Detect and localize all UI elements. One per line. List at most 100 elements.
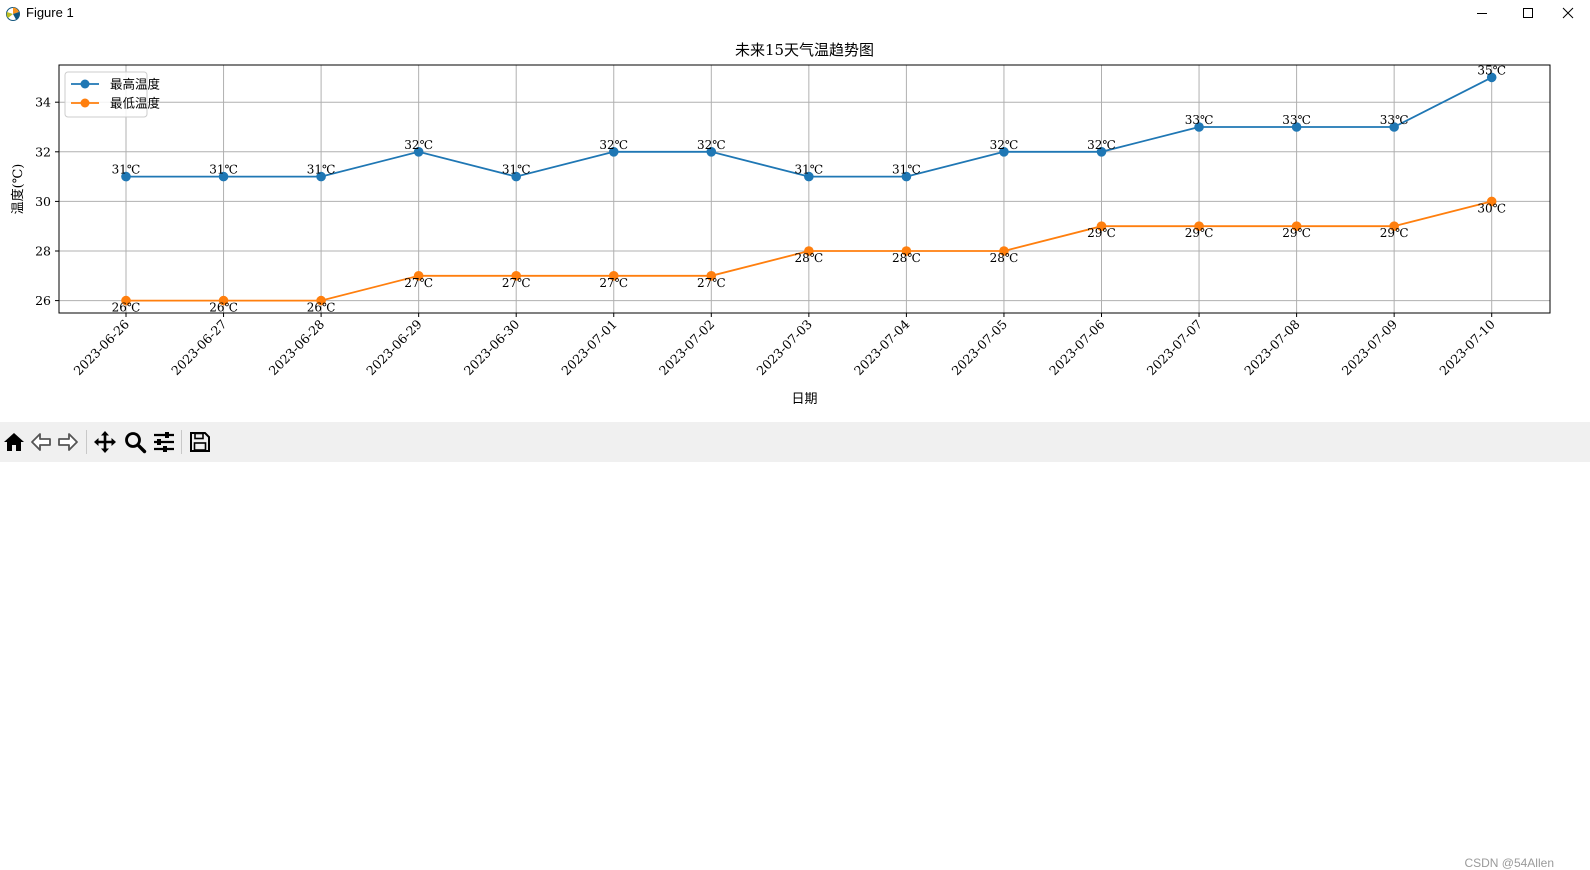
maximize-button[interactable] bbox=[1505, 0, 1551, 26]
legend-entry-high: 最高温度 bbox=[71, 77, 161, 92]
maximize-icon bbox=[1523, 8, 1533, 18]
data-label-low: 27℃ bbox=[502, 276, 531, 290]
data-point-high bbox=[413, 147, 424, 157]
data-point-high bbox=[1486, 72, 1497, 83]
data-point-high bbox=[1389, 122, 1399, 132]
data-label-low: 30℃ bbox=[1477, 201, 1506, 215]
x-tick-label: 2023-06-27 bbox=[168, 316, 230, 378]
axes: 26 28 30 32 34 2023-06-26 2023-06-27 2023-06-28… bbox=[35, 95, 1498, 378]
data-label-low: 29℃ bbox=[1087, 226, 1116, 240]
x-tick-label: 2023-07-04 bbox=[851, 316, 913, 378]
legend-label-high: 最高温度 bbox=[110, 77, 161, 92]
home-button[interactable] bbox=[0, 428, 28, 456]
navigation-toolbar: CSDN @54Allen bbox=[0, 422, 1590, 870]
data-point-high bbox=[706, 147, 717, 157]
data-label-low: 26℃ bbox=[307, 301, 336, 315]
data-label-high: 33℃ bbox=[1282, 113, 1311, 127]
data-label-high: 32℃ bbox=[599, 138, 628, 152]
data-label-low: 26℃ bbox=[209, 301, 238, 315]
y-tick-label: 34 bbox=[35, 95, 51, 110]
data-point-high bbox=[999, 147, 1009, 157]
data-point-low bbox=[316, 295, 326, 306]
data-point-high bbox=[608, 147, 619, 157]
legend-label-low: 最低温度 bbox=[110, 96, 161, 111]
close-button[interactable] bbox=[1545, 0, 1590, 26]
data-label-high: 31℃ bbox=[209, 163, 238, 177]
x-tick-label: 2023-07-05 bbox=[948, 317, 1010, 379]
x-tick-label: 2023-07-06 bbox=[1046, 316, 1108, 378]
window-title: Figure 1 bbox=[26, 5, 74, 20]
plot-frame bbox=[58, 64, 1551, 314]
legend-marker-low bbox=[80, 98, 90, 108]
data-point-high bbox=[511, 171, 521, 182]
data-point-low bbox=[511, 271, 521, 281]
data-point-low bbox=[1291, 221, 1302, 231]
legend: 最高温度 最低温度 bbox=[64, 71, 161, 118]
data-label-high: 33℃ bbox=[1380, 113, 1409, 127]
data-point-low bbox=[1389, 221, 1399, 231]
x-tick-label: 2023-07-03 bbox=[753, 316, 815, 378]
data-label-low: 27℃ bbox=[404, 276, 433, 290]
matplotlib-icon bbox=[5, 6, 21, 26]
data-label-low: 29℃ bbox=[1185, 226, 1214, 240]
legend-entry-low: 最低温度 bbox=[71, 96, 161, 111]
back-button[interactable] bbox=[27, 428, 55, 456]
data-label-low: 28℃ bbox=[990, 251, 1019, 265]
watermark: CSDN @54Allen bbox=[1464, 856, 1554, 870]
toolbar-separator bbox=[86, 430, 87, 454]
data-point-high bbox=[316, 171, 326, 182]
data-point-high bbox=[804, 171, 814, 182]
pan-button[interactable] bbox=[91, 428, 119, 456]
home-icon bbox=[4, 433, 24, 451]
y-tick-label: 26 bbox=[35, 293, 51, 308]
data-point-high bbox=[121, 171, 131, 182]
arrow-left-icon bbox=[31, 433, 51, 451]
x-tick-label: 2023-07-10 bbox=[1436, 316, 1498, 378]
data-point-low bbox=[413, 271, 424, 281]
data-point-high bbox=[1096, 147, 1107, 157]
data-label-high: 32℃ bbox=[404, 138, 433, 152]
series-layer bbox=[121, 72, 1497, 306]
close-icon bbox=[1562, 7, 1574, 19]
data-label-high: 32℃ bbox=[697, 138, 726, 152]
floppy-disk-icon bbox=[190, 432, 210, 452]
temperature-chart: 31℃ 31℃ 31℃ 32℃ 31℃ 32℃ 32℃ 31℃ 31℃ 32℃ 32℃ 33℃ 33℃ 3… bbox=[10, 41, 1551, 407]
zoom-button[interactable] bbox=[121, 428, 149, 456]
data-label-high: 31℃ bbox=[502, 163, 531, 177]
minimize-button[interactable] bbox=[1459, 0, 1505, 26]
data-label-low: 29℃ bbox=[1282, 226, 1311, 240]
data-point-low bbox=[999, 246, 1009, 256]
x-tick-label: 2023-06-30 bbox=[461, 316, 523, 378]
data-point-low bbox=[218, 295, 229, 306]
data-label-high: 32℃ bbox=[1087, 138, 1116, 152]
data-label-low: 27℃ bbox=[599, 276, 628, 290]
data-point-low bbox=[706, 271, 717, 281]
figure-canvas: 31℃ 31℃ 31℃ 32℃ 31℃ 32℃ 32℃ 31℃ 31℃ 32℃ 32℃ 33℃ 33℃ 3… bbox=[0, 28, 1590, 422]
data-label-high: 32℃ bbox=[990, 138, 1019, 152]
data-label-high: 31℃ bbox=[892, 163, 921, 177]
arrow-right-icon bbox=[58, 433, 78, 451]
data-label-high: 35℃ bbox=[1477, 63, 1506, 77]
configure-subplots-button[interactable] bbox=[150, 428, 178, 456]
move-icon bbox=[94, 431, 116, 453]
data-label-low: 28℃ bbox=[892, 251, 921, 265]
y-tick-label: 30 bbox=[35, 194, 51, 209]
legend-marker-high bbox=[80, 79, 90, 89]
data-point-low bbox=[804, 246, 814, 256]
x-tick-label: 2023-07-01 bbox=[558, 317, 620, 379]
data-point-low bbox=[608, 271, 619, 281]
x-tick-label: 2023-07-09 bbox=[1339, 316, 1401, 378]
x-axis-label: 日期 bbox=[791, 392, 817, 407]
toolbar-separator bbox=[181, 430, 182, 454]
data-point-high bbox=[218, 171, 229, 182]
data-point-low bbox=[1194, 221, 1204, 231]
save-button[interactable] bbox=[186, 428, 214, 456]
data-point-high bbox=[1194, 122, 1204, 132]
forward-button[interactable] bbox=[54, 428, 82, 456]
y-axis-label: 温度(℃) bbox=[10, 164, 26, 215]
chart-title: 未来15天气温趋势图 bbox=[735, 41, 874, 59]
data-point-low bbox=[1486, 196, 1497, 207]
data-point-low bbox=[901, 246, 912, 256]
data-point-low bbox=[121, 295, 131, 306]
minimize-icon bbox=[1477, 13, 1487, 14]
